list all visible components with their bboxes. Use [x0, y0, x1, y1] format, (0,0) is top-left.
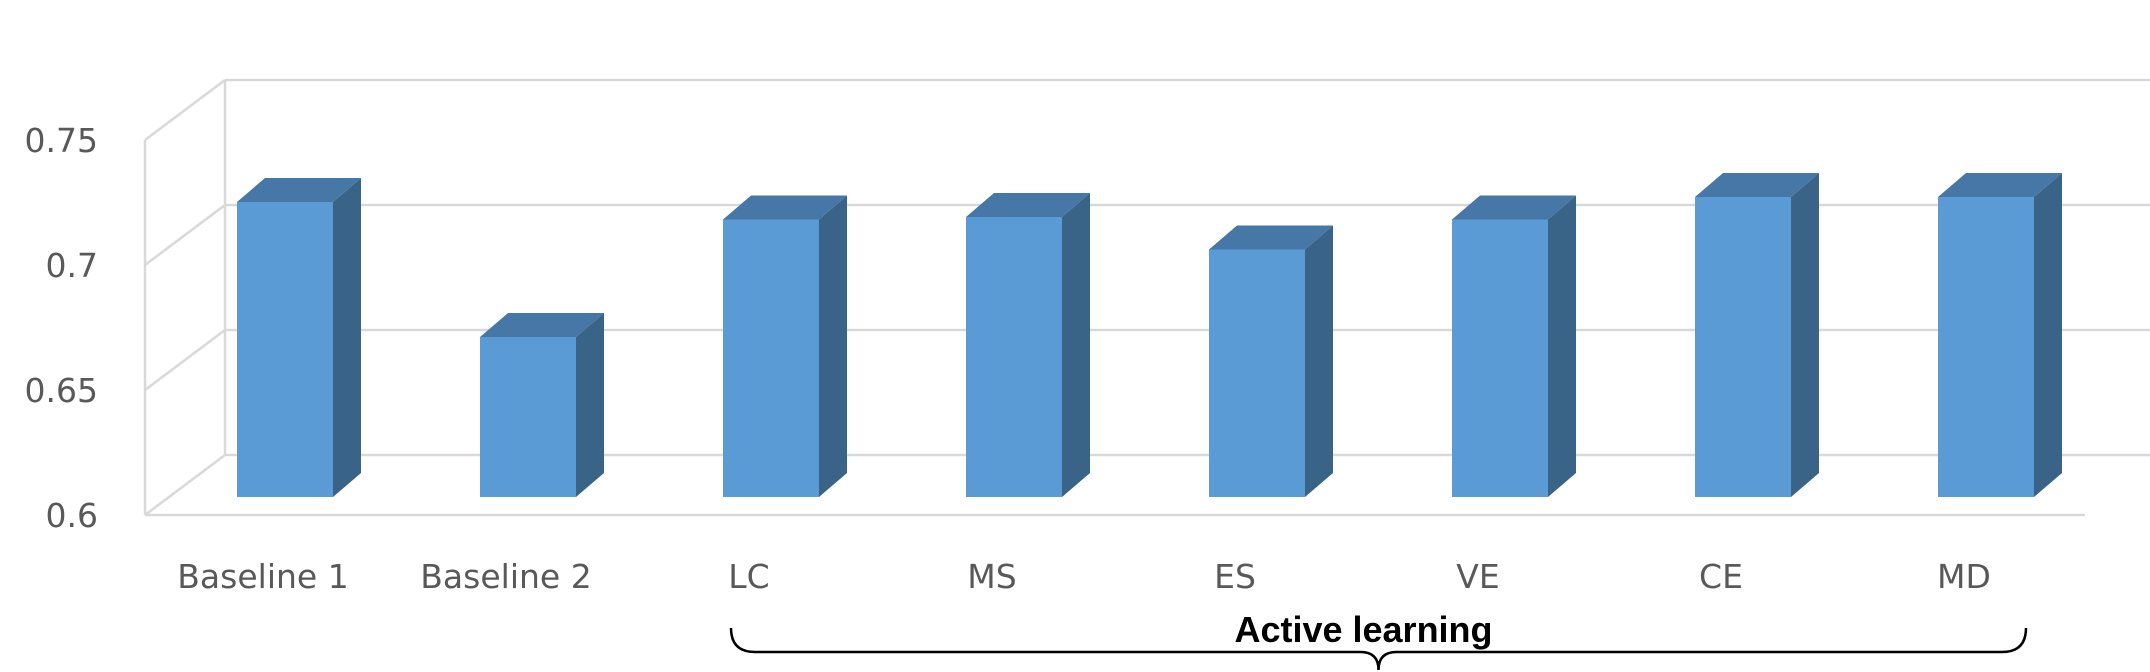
bar-md	[1938, 173, 2062, 497]
x-tick-label: CE	[1699, 557, 1743, 596]
annotation-label: Active learning	[1234, 609, 1492, 650]
bar-side	[1305, 225, 1333, 497]
side-gridline	[144, 204, 226, 266]
x-tick-label: ES	[1214, 557, 1256, 596]
bar-front	[480, 337, 576, 497]
y-tick-label: 0.6	[46, 496, 98, 535]
x-tick-label: MD	[1937, 557, 1991, 596]
x-tick-label: MS	[967, 557, 1016, 596]
bar-ce	[1695, 173, 1819, 497]
x-tick-label: LC	[728, 557, 769, 596]
x-tick-label: Baseline 1	[177, 557, 348, 596]
bar-es	[1209, 225, 1333, 497]
bar-top	[237, 178, 361, 202]
y-tick-label: 0.75	[25, 121, 98, 160]
x-axis-labels: Baseline 1 Baseline 2 LC MS ES VE CE MD	[177, 557, 1991, 596]
bar-ve	[1452, 195, 1576, 497]
y-tick-label: 0.7	[46, 246, 98, 285]
bar-side	[576, 313, 604, 497]
annotation-brace	[729, 627, 2028, 671]
bar-ms	[966, 193, 1090, 497]
y-axis-ticks: 0.6 0.65 0.7 0.75	[25, 121, 98, 535]
bar-front	[237, 202, 333, 497]
x-tick-label: VE	[1456, 557, 1499, 596]
bar-side	[333, 178, 361, 497]
y-tick-label: 0.65	[25, 371, 98, 410]
active-learning-annotation: Active learning	[729, 609, 2028, 671]
bars	[237, 173, 2062, 497]
bar-side	[1791, 173, 1819, 497]
bar-top	[480, 313, 604, 337]
bar-lc	[723, 195, 847, 497]
bar-side	[1548, 195, 1576, 497]
bar-top	[723, 195, 847, 220]
bar-top	[1209, 225, 1333, 250]
bar-baseline-2	[480, 313, 604, 497]
bar-front	[1209, 249, 1305, 497]
bar-side	[1062, 193, 1090, 497]
gridlines	[143, 78, 2150, 517]
bar-top	[1452, 195, 1576, 220]
bar-front	[1695, 197, 1791, 497]
side-gridline	[144, 329, 226, 391]
bar-baseline-1	[237, 178, 361, 497]
bar-top	[966, 193, 1090, 217]
bar-top	[1938, 173, 2062, 197]
bar-front	[723, 219, 819, 497]
bar-side	[819, 195, 847, 497]
bar-side	[2034, 173, 2062, 497]
x-tick-label: Baseline 2	[420, 557, 591, 596]
bar-front	[1938, 197, 2034, 497]
bar-front	[1452, 219, 1548, 497]
side-gridline	[144, 79, 226, 141]
bar-front	[966, 217, 1062, 497]
side-gridline	[144, 454, 226, 516]
bar-top	[1695, 173, 1819, 197]
